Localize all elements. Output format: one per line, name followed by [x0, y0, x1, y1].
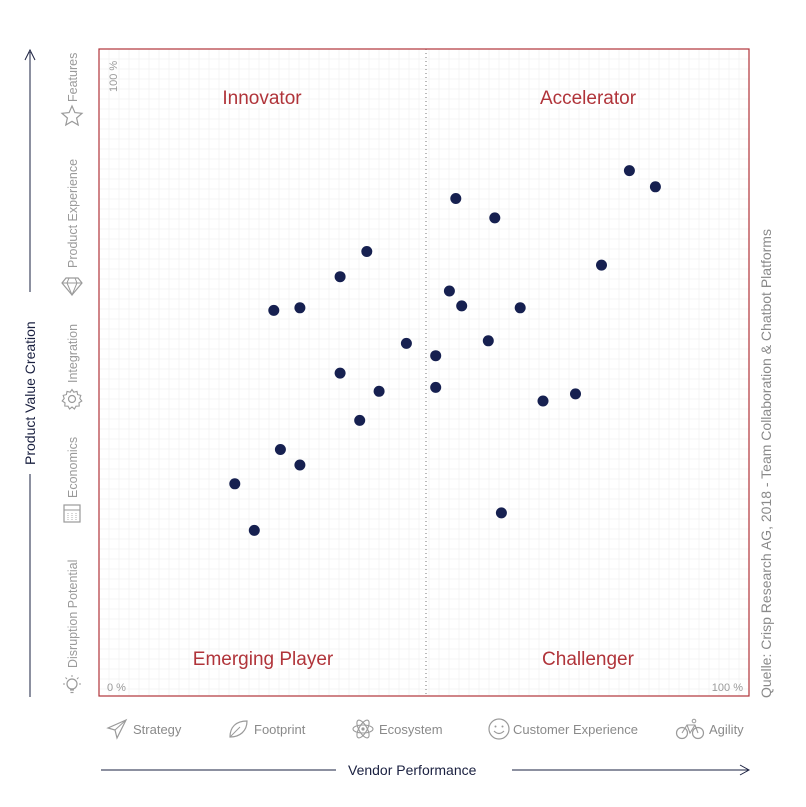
y-category-economics: Economics: [66, 436, 80, 498]
scatter-point-2: [649, 181, 661, 193]
scatter-point-3: [450, 193, 462, 204]
bicycle-icon: [675, 718, 705, 740]
y-category-features: Features: [66, 52, 80, 102]
star-icon: [60, 104, 84, 127]
x-category-customer-experience: Customer Experience: [513, 722, 638, 737]
scatter-point-23: [294, 459, 306, 471]
quadrant-challenger: Challenger: [542, 649, 635, 670]
scatter-point-15: [430, 350, 442, 362]
scatter-point-5: [361, 246, 373, 257]
scatter-point-12: [268, 304, 280, 316]
scatter-point-4: [489, 212, 501, 224]
y-category-disruption-potential: Disruption Potential: [66, 559, 80, 668]
scatter-point-19: [430, 381, 442, 393]
x-category-footprint: Footprint: [254, 722, 306, 737]
points: [229, 165, 661, 536]
y-max-label: 100 %: [108, 61, 120, 92]
scatter-point-25: [495, 507, 507, 519]
lightbulb-icon: [63, 675, 81, 694]
paper-plane-icon: [106, 718, 128, 740]
diamond-icon: [61, 277, 83, 297]
grid: [99, 49, 749, 696]
scatter-point-11: [294, 302, 306, 314]
smiley-icon: [488, 718, 510, 740]
scatter-point-6: [596, 259, 607, 271]
scatter-point-17: [373, 385, 385, 397]
scatter-point-7: [334, 271, 346, 283]
x-category-ecosystem: Ecosystem: [379, 722, 443, 737]
y-category-integration: Integration: [66, 323, 80, 383]
scatter-point-21: [354, 414, 366, 426]
source-note: Quelle: Crisp Research AG, 2018 - Team C…: [758, 229, 774, 698]
quadrant-accelerator: Accelerator: [540, 88, 637, 109]
y-category-product-experience: Product Experience: [66, 158, 80, 268]
scatter-point-10: [514, 302, 526, 314]
quadrant-emerging-player: Emerging Player: [193, 649, 334, 670]
scatter-point-20: [537, 395, 549, 407]
x-axis-title: Vendor Performance: [348, 762, 477, 778]
x-category-strategy: Strategy: [133, 722, 182, 737]
scatter-point-26: [248, 524, 260, 536]
atom-icon: [352, 719, 374, 739]
quadrant-innovator: Innovator: [222, 88, 302, 109]
scatter-point-13: [482, 335, 494, 347]
scatter-point-9: [456, 300, 468, 312]
scatter-point-14: [400, 337, 412, 349]
scatter-point-8: [443, 285, 455, 297]
scatter-point-24: [229, 478, 241, 490]
y-axis-title: Product Value Creation: [22, 321, 38, 465]
leaf-icon: [229, 720, 248, 738]
x-min-label: 0 %: [107, 682, 126, 694]
plot-frame: [98, 48, 750, 697]
gear-icon: [61, 388, 83, 410]
scatter-point-18: [570, 388, 581, 400]
x-max-label: 100 %: [712, 682, 743, 694]
y-axis-arrowhead: [24, 48, 36, 61]
x-axis-arrowhead: [739, 764, 751, 776]
scatter-point-22: [274, 444, 286, 455]
scatter-point-16: [334, 367, 346, 379]
calculator-icon: [63, 504, 81, 523]
scatter-point-1: [623, 165, 635, 177]
x-category-agility: Agility: [709, 722, 744, 737]
